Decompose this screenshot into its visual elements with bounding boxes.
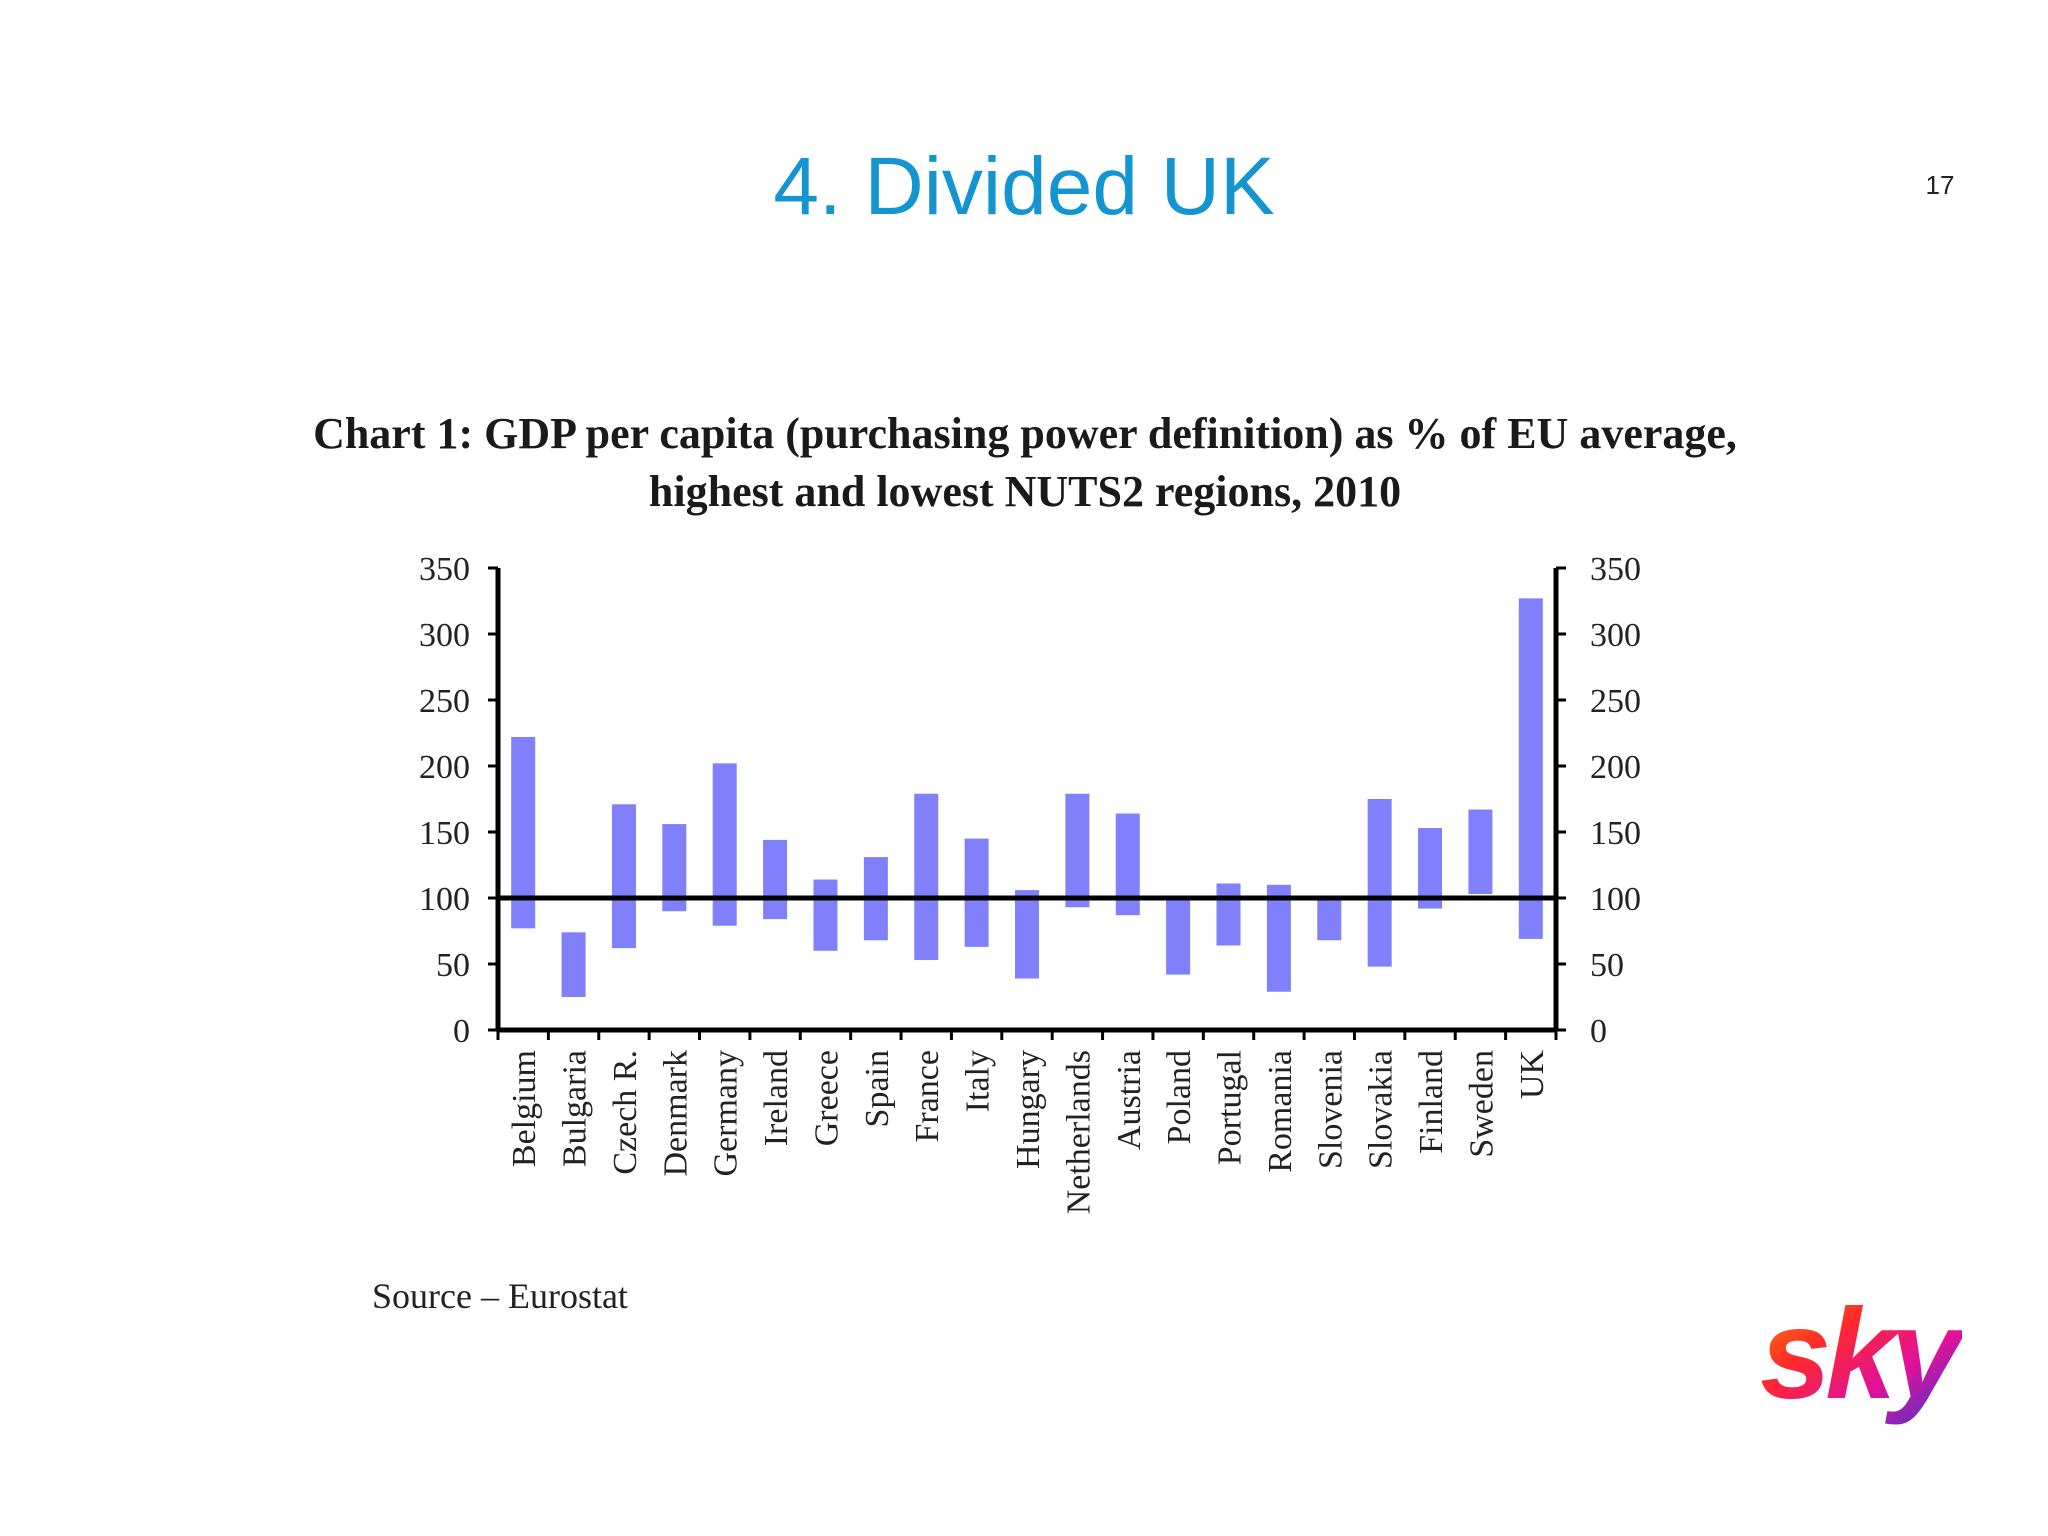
y-tick-label-right: 0 bbox=[1590, 1013, 1607, 1050]
ticks-layer: 0 0 50 50 100 100 150 150 200 200 250 250 300 300 350 3… bbox=[419, 551, 1641, 1050]
range-bar bbox=[813, 879, 838, 951]
x-tick-label: France bbox=[909, 1050, 946, 1143]
x-tick-label: Portugal bbox=[1212, 1050, 1249, 1165]
x-tick-label: Greece bbox=[808, 1050, 845, 1146]
x-tick-label: Finland bbox=[1413, 1050, 1450, 1154]
y-tick-label-left: 300 bbox=[419, 617, 470, 654]
x-tick-label: Italy bbox=[960, 1050, 997, 1112]
y-tick-label-left: 50 bbox=[436, 947, 470, 984]
x-tick-label: Bulgaria bbox=[557, 1050, 594, 1167]
range-bar bbox=[561, 932, 586, 997]
x-tick-label: Sweden bbox=[1463, 1050, 1500, 1158]
y-tick-label-left: 0 bbox=[453, 1013, 470, 1050]
range-bar bbox=[763, 839, 788, 920]
page-number: 17 bbox=[1925, 170, 1955, 200]
x-tick-label: Germany bbox=[708, 1050, 745, 1177]
y-tick-label-right: 200 bbox=[1590, 749, 1641, 786]
svg-text:sky: sky bbox=[1760, 1283, 1962, 1426]
chart-title: Chart 1: GDP per capita (purchasing powe… bbox=[313, 409, 1737, 516]
range-bar bbox=[1317, 899, 1342, 941]
x-tick-label: Netherlands bbox=[1060, 1050, 1097, 1214]
source-note: Source – Eurostat bbox=[372, 1276, 628, 1316]
y-tick-label-left: 100 bbox=[419, 881, 470, 918]
y-tick-label-left: 250 bbox=[419, 683, 470, 720]
range-bar bbox=[1266, 884, 1291, 992]
slide-title: 4. Divided UK bbox=[773, 141, 1275, 232]
x-labels-layer: Belgium Bulgaria Czech R. Denmark Germany Ire… bbox=[506, 1050, 1551, 1215]
x-tick-label: Austria bbox=[1111, 1050, 1148, 1150]
x-tick-label: Czech R. bbox=[607, 1050, 644, 1175]
range-bar bbox=[914, 793, 939, 961]
range-bar bbox=[1065, 793, 1090, 908]
range-bar bbox=[712, 763, 737, 926]
x-tick-label: Belgium bbox=[506, 1050, 543, 1167]
range-bar bbox=[1367, 799, 1392, 967]
x-tick-label: Romania bbox=[1262, 1050, 1299, 1173]
x-tick-label: Spain bbox=[859, 1050, 896, 1127]
x-tick-label: Denmark bbox=[657, 1050, 694, 1177]
x-tick-label: Slovenia bbox=[1312, 1050, 1349, 1169]
x-tick-label: UK bbox=[1514, 1050, 1551, 1100]
y-tick-label-left: 150 bbox=[419, 815, 470, 852]
range-bar bbox=[1518, 598, 1543, 939]
x-tick-label: Slovakia bbox=[1363, 1050, 1400, 1169]
range-bar bbox=[611, 804, 636, 949]
axes-layer bbox=[495, 568, 1559, 1033]
x-tick-label: Hungary bbox=[1010, 1050, 1047, 1169]
y-tick-label-right: 250 bbox=[1590, 683, 1641, 720]
y-tick-label-right: 100 bbox=[1590, 881, 1641, 918]
y-tick-label-right: 300 bbox=[1590, 617, 1641, 654]
range-bar bbox=[1216, 883, 1241, 946]
range-bar bbox=[964, 838, 989, 947]
range-bar bbox=[1418, 828, 1443, 909]
bars-layer bbox=[511, 598, 1543, 997]
range-bar bbox=[1468, 809, 1493, 895]
range-bar bbox=[1166, 899, 1191, 975]
range-bar bbox=[1015, 890, 1039, 979]
x-tick-label: Ireland bbox=[758, 1050, 795, 1146]
y-tick-label-right: 50 bbox=[1590, 947, 1624, 984]
y-tick-label-left: 350 bbox=[419, 551, 470, 588]
y-tick-label-left: 200 bbox=[419, 749, 470, 786]
y-tick-label-right: 350 bbox=[1590, 551, 1641, 588]
x-tick-label: Poland bbox=[1161, 1050, 1198, 1144]
y-tick-label-right: 150 bbox=[1590, 815, 1641, 852]
sky-logo: sky bbox=[1760, 1283, 1962, 1426]
